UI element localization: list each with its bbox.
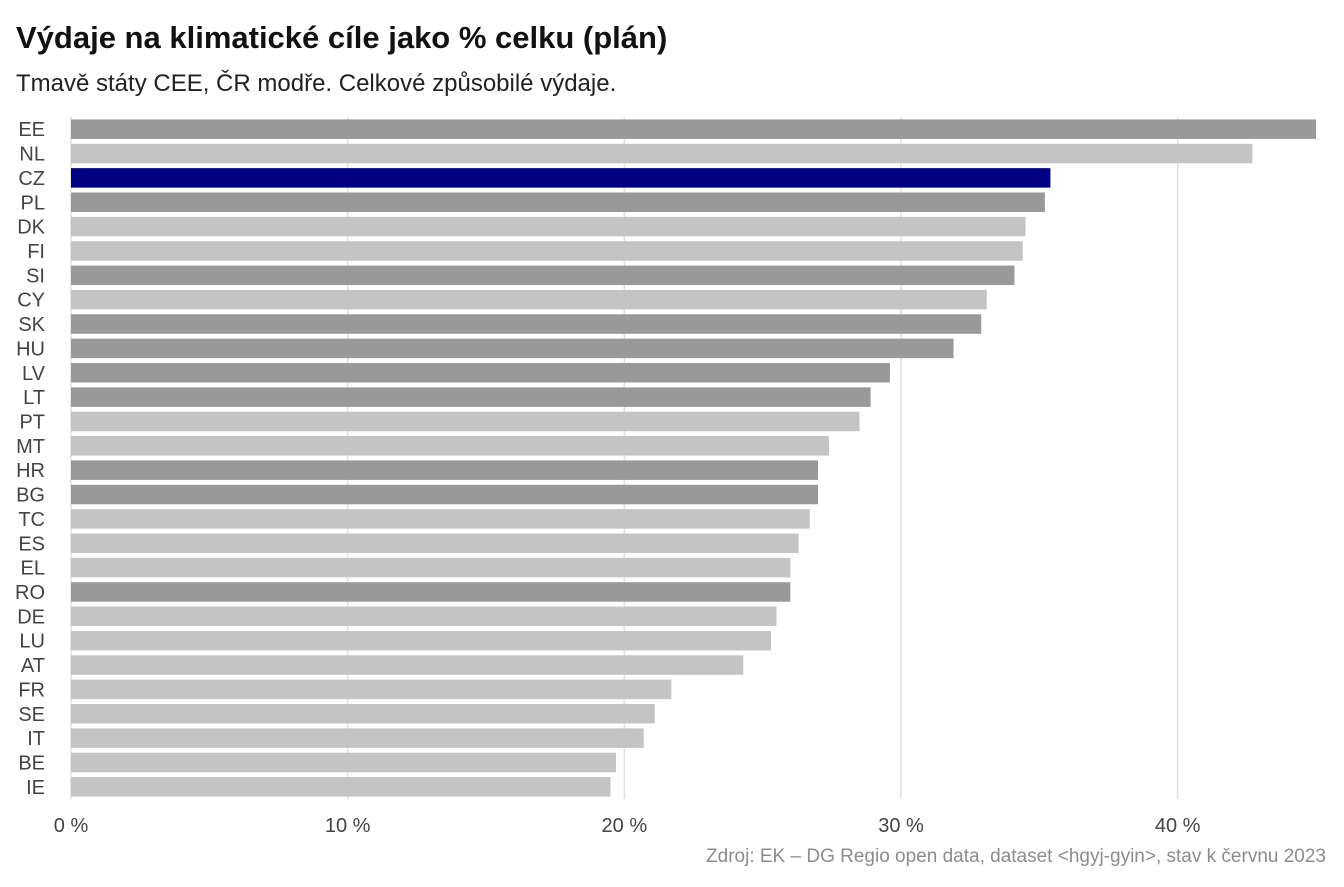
category-label: MT: [16, 436, 45, 458]
bar-sk: [71, 314, 982, 334]
category-label: TC: [18, 509, 45, 531]
x-tick-label: 20 %: [602, 815, 648, 837]
category-label: NL: [19, 144, 45, 166]
bar-it: [71, 728, 644, 748]
bar-mt: [71, 436, 830, 456]
bar-lu: [71, 630, 771, 651]
bar-pl: [71, 192, 1045, 212]
x-tick-label: 30 %: [878, 815, 924, 837]
x-tick-label: 10 %: [325, 815, 371, 837]
chart-subtitle: Tmavě státy CEE, ČR modře. Celkové způso…: [16, 70, 617, 97]
bar-si: [71, 265, 1015, 286]
bar-dk: [71, 216, 1026, 237]
bars: [71, 119, 1316, 797]
category-label: EL: [21, 558, 45, 580]
bar-pt: [71, 411, 860, 432]
category-label: HU: [16, 338, 45, 360]
bar-ro: [71, 582, 791, 602]
bar-hu: [71, 338, 954, 359]
bar-lt: [71, 387, 871, 407]
category-label: SK: [18, 314, 45, 336]
category-label: FR: [18, 679, 45, 701]
bar-cy: [71, 289, 987, 310]
bar-at: [71, 655, 744, 675]
category-label: BE: [18, 752, 45, 774]
category-label: DE: [17, 606, 45, 628]
bar-de: [71, 606, 777, 627]
category-label: SE: [18, 704, 45, 726]
bar-cz: [71, 168, 1051, 188]
category-label: LV: [22, 363, 46, 385]
bar-fr: [71, 679, 672, 700]
category-label: SI: [26, 265, 45, 287]
source-note: Zdroj: EK – DG Regio open data, dataset …: [706, 846, 1326, 867]
bar-nl: [71, 143, 1253, 164]
bar-el: [71, 557, 791, 578]
category-label: BG: [16, 485, 45, 507]
bar-lv: [71, 363, 890, 383]
category-label: LU: [19, 631, 45, 653]
category-label: RO: [15, 582, 45, 604]
category-label: AT: [21, 655, 45, 677]
chart-title: Výdaje na klimatické cíle jako % celku (…: [16, 20, 668, 55]
bar-es: [71, 533, 799, 553]
x-tick-label: 0 %: [54, 815, 89, 837]
category-label: FI: [27, 241, 45, 263]
bar-tc: [71, 509, 810, 529]
bar-se: [71, 704, 655, 724]
category-label: EE: [18, 119, 45, 141]
category-label: ES: [18, 533, 45, 555]
category-label: PT: [19, 411, 45, 433]
x-tick-label: 40 %: [1155, 815, 1201, 837]
bar-fi: [71, 241, 1023, 261]
category-label: IT: [27, 728, 45, 750]
bar-ee: [71, 119, 1316, 139]
x-tick-labels: 0 % 10 % 20 % 30 % 40 %: [54, 815, 1201, 837]
category-label: CY: [17, 290, 45, 312]
category-label: IE: [26, 777, 45, 799]
category-label: PL: [21, 192, 45, 214]
bar-be: [71, 752, 617, 773]
category-label: HR: [16, 460, 45, 482]
bar-hr: [71, 460, 818, 480]
bar-bg: [71, 484, 818, 505]
category-label: DK: [17, 217, 45, 239]
bar-ie: [71, 777, 611, 797]
category-label: LT: [23, 387, 45, 409]
category-label: CZ: [18, 168, 45, 190]
